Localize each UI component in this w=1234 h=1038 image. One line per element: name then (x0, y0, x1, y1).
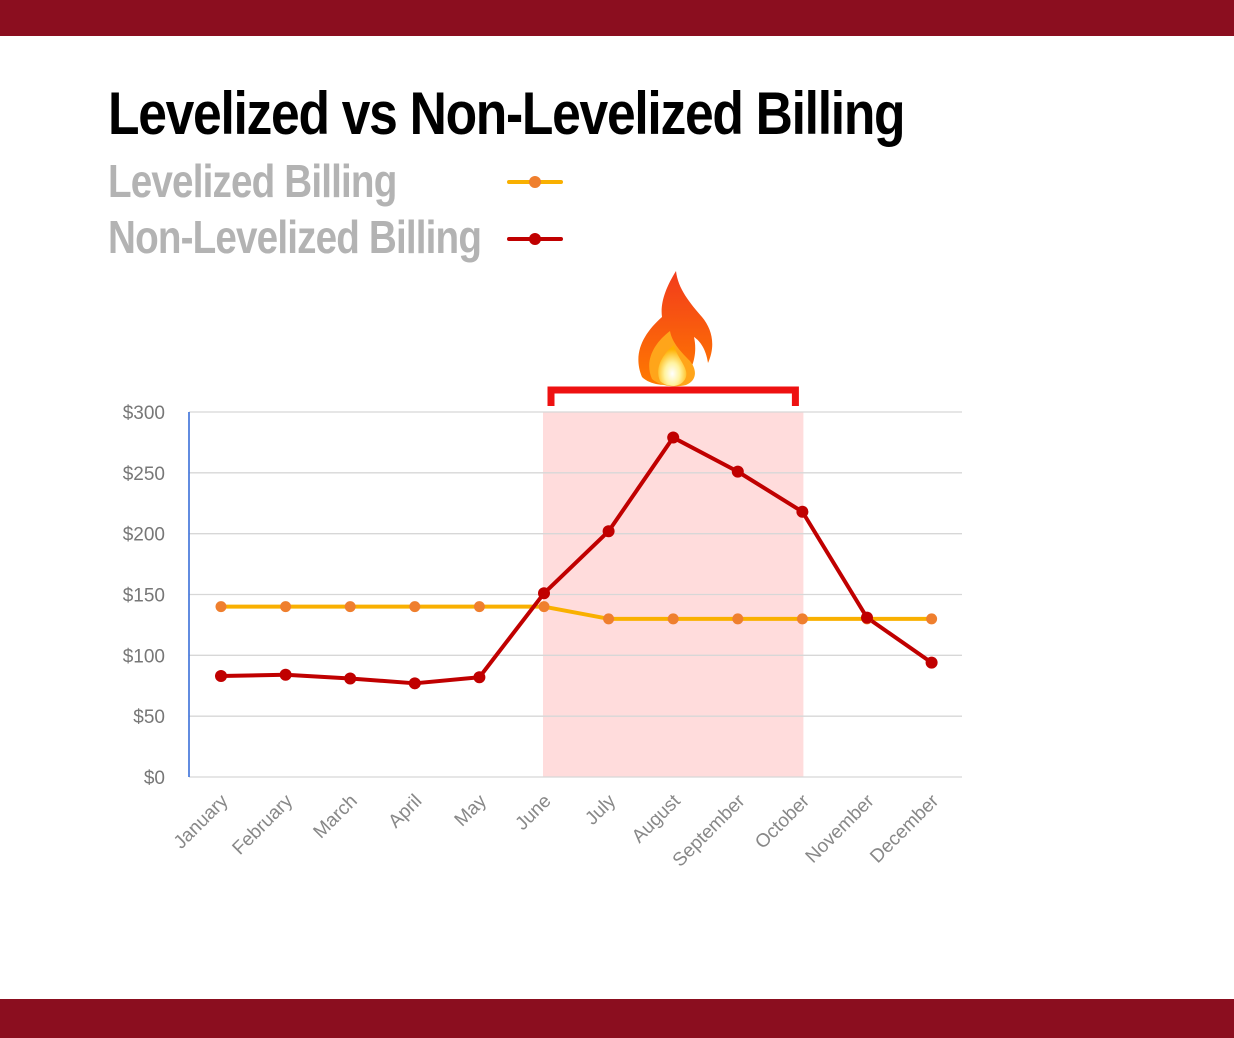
x-tick-label: December (866, 790, 943, 867)
x-tick-label: November (802, 790, 879, 867)
data-point-non-levelized (215, 670, 227, 683)
x-tick-label: June (512, 791, 556, 835)
y-tick-label: $250 (123, 464, 165, 485)
x-tick-label: April (385, 791, 427, 833)
data-point-levelized (732, 613, 744, 625)
data-point-non-levelized (538, 587, 550, 600)
data-point-non-levelized (602, 525, 615, 538)
data-point-non-levelized (925, 656, 938, 669)
data-point-levelized (280, 601, 292, 613)
data-point-non-levelized (408, 677, 421, 690)
data-point-non-levelized (473, 671, 486, 684)
data-point-levelized (215, 601, 227, 613)
data-point-non-levelized (667, 431, 680, 444)
y-tick-label: $0 (144, 768, 165, 789)
y-tick-label: $300 (123, 403, 165, 424)
data-point-levelized (344, 601, 356, 613)
data-point-levelized (473, 601, 485, 613)
data-point-levelized (409, 601, 421, 613)
legend-non-levelized-swatch (507, 233, 563, 245)
data-point-non-levelized (861, 611, 873, 624)
data-point-levelized (667, 613, 679, 625)
x-tick-label: January (170, 790, 233, 853)
data-point-non-levelized (796, 505, 809, 518)
data-point-levelized (538, 601, 550, 613)
series-line-non-levelized (219, 435, 934, 686)
legend-levelized-swatch (507, 176, 563, 188)
highlight-bracket (547, 386, 799, 406)
x-tick-label: July (581, 790, 620, 829)
y-tick-label: $100 (123, 646, 165, 667)
bottom-frame-bar (0, 999, 1234, 1038)
x-tick-label: August (628, 790, 685, 847)
data-point-levelized (926, 613, 938, 625)
y-tick-label: $150 (123, 586, 165, 607)
data-point-levelized (603, 613, 615, 625)
chart-title: Levelized vs Non-Levelized Billing (108, 80, 906, 147)
x-tick-label: February (229, 790, 298, 859)
top-frame-bar (0, 0, 1234, 36)
data-point-levelized (796, 613, 808, 625)
x-tick-label: March (310, 791, 362, 843)
data-point-non-levelized (279, 668, 292, 681)
data-point-non-levelized (344, 672, 357, 685)
y-tick-label: $50 (133, 707, 165, 728)
x-tick-label: October (751, 790, 814, 853)
y-tick-label: $200 (123, 525, 165, 546)
series-line-levelized (219, 604, 934, 621)
fire-icon (638, 271, 713, 387)
data-point-non-levelized (731, 465, 744, 478)
x-tick-label: May (451, 790, 492, 831)
legend-non-levelized-label: Non-Levelized Billing (108, 211, 482, 263)
legend-levelized-label: Levelized Billing (108, 155, 397, 207)
